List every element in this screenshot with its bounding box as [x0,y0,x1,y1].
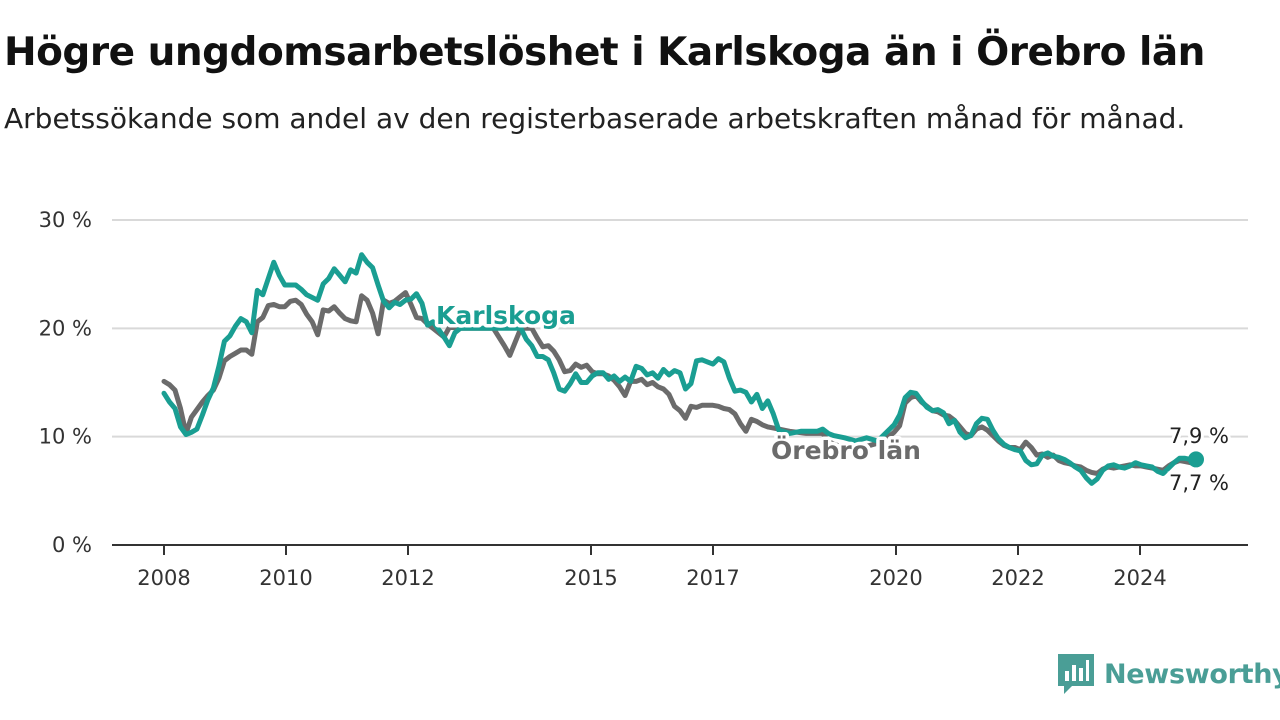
x-tick-label: 2008 [137,566,190,590]
y-tick-label: 0 % [52,533,92,557]
x-tick-label: 2020 [869,566,922,590]
chart-subtitle: Arbetssökande som andel av den registerb… [4,102,1186,135]
newsworthy-logo-icon [1058,654,1094,694]
y-axis: 0 % 10 % 20 % 30 % [39,208,92,557]
x-tick-label: 2017 [686,566,739,590]
newsworthy-brand: Newsworthy [1058,653,1280,695]
x-tick-label: 2010 [259,566,312,590]
y-tick-label: 20 % [39,316,92,340]
series-line-orebro-lan [161,290,1199,476]
series-lines [161,252,1204,486]
series-label-orebro-lan: Örebro län [771,435,921,465]
chart-title: Högre ungdomsarbetslöshet i Karlskoga än… [4,30,1205,75]
x-axis: 2008 2010 2012 2015 2017 2020 2022 2024 [137,545,1167,590]
series-line-karlskoga [161,252,1199,486]
end-label-orebro-lan: 7,7 % [1169,471,1229,495]
x-tick-label: 2022 [991,566,1044,590]
brand-name: Newsworthy [1104,658,1280,690]
gridlines [112,219,1248,438]
x-tick-label: 2012 [381,566,434,590]
y-tick-label: 10 % [39,425,92,449]
x-tick-label: 2015 [564,566,617,590]
x-tick-label: 2024 [1113,566,1166,590]
end-point-karlskoga [1188,451,1204,468]
end-label-karlskoga: 7,9 % [1169,424,1229,448]
series-label-karlskoga: Karlskoga [436,301,576,330]
line-chart: 0 % 10 % 20 % 30 % 2008 2010 2012 2015 2017 2020… [39,208,1248,590]
series-labels: Karlskoga Örebro län 7,9 % 7,7 % [433,298,1233,499]
y-tick-label: 30 % [39,208,92,232]
